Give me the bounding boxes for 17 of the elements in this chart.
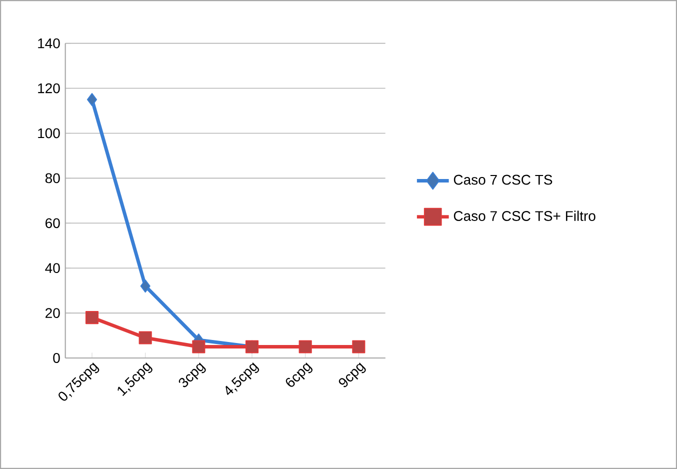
point	[138, 331, 152, 344]
legend-label: Caso 7 CSC TS+ Filtro	[454, 210, 596, 221]
point	[352, 340, 366, 354]
point	[140, 280, 150, 293]
y-tick-label: 0	[53, 353, 60, 363]
y-tick-label: 100	[38, 128, 60, 138]
point	[85, 311, 99, 324]
legend-label: Caso 7 CSC TS	[454, 174, 552, 185]
point	[192, 340, 206, 354]
y-tick-label: 60	[46, 218, 60, 228]
y-tick-label: 80	[45, 173, 60, 184]
y-tick-label: 120	[38, 83, 60, 94]
y-tick-label: 140	[38, 38, 60, 48]
point	[298, 340, 312, 354]
y-tick-label: 40	[45, 263, 60, 274]
y-tick-label: 20	[46, 308, 60, 318]
point	[86, 92, 98, 106]
